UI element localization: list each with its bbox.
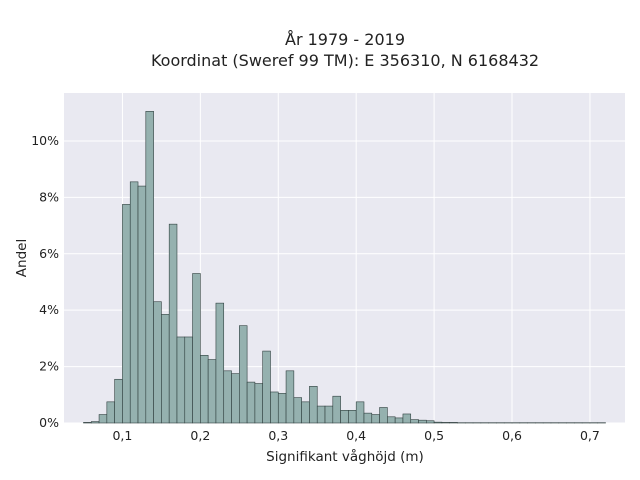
histogram-bar bbox=[324, 405, 334, 424]
histogram-bar bbox=[433, 421, 443, 424]
y-tick-label-1: 2% bbox=[39, 359, 59, 374]
histogram-bar bbox=[387, 416, 396, 424]
histogram-bar bbox=[363, 412, 373, 424]
histogram-bar bbox=[301, 401, 310, 424]
histogram-bar bbox=[176, 336, 186, 424]
y-tick-label-0: 0% bbox=[39, 415, 59, 430]
histogram-bar bbox=[184, 336, 193, 424]
histogram-bar bbox=[129, 181, 139, 424]
histogram-bar bbox=[348, 410, 357, 424]
x-tick-label-2: 0,3 bbox=[268, 428, 288, 443]
x-tick-label-6: 0,7 bbox=[580, 428, 600, 443]
histogram-bar bbox=[254, 383, 263, 424]
y-tick-label-5: 10% bbox=[31, 133, 59, 148]
histogram-bar bbox=[200, 355, 209, 424]
y-tick-label-3: 6% bbox=[39, 246, 59, 261]
histogram-bar bbox=[379, 407, 388, 424]
y-tick-label-4: 8% bbox=[39, 189, 59, 204]
histogram-bar bbox=[270, 391, 279, 424]
histogram-bar bbox=[223, 370, 232, 424]
histogram-bar bbox=[277, 393, 287, 424]
histogram-bar bbox=[106, 401, 115, 424]
histogram-bar bbox=[145, 111, 154, 424]
x-tick-label-3: 0,4 bbox=[346, 428, 366, 443]
histogram-bar bbox=[449, 422, 458, 424]
y-tick-label-2: 4% bbox=[39, 302, 59, 317]
x-axis-ticks: 0,1 0,2 0,3 0,4 0,5 0,6 0,7 bbox=[112, 428, 599, 443]
x-tick-label-5: 0,6 bbox=[502, 428, 522, 443]
histogram-bars bbox=[83, 111, 606, 424]
histogram-bar bbox=[207, 359, 217, 424]
histogram-bar bbox=[402, 413, 412, 424]
histogram-bar bbox=[426, 420, 435, 424]
histogram-bar bbox=[114, 378, 123, 424]
chart-title-line1: År 1979 - 2019 bbox=[285, 30, 405, 49]
histogram-bar bbox=[355, 401, 365, 424]
histogram-bar bbox=[239, 325, 248, 424]
chart-title-line2: Koordinat (Sweref 99 TM): E 356310, N 61… bbox=[151, 51, 539, 70]
x-axis-label: Signifikant våghöjd (m) bbox=[266, 448, 424, 465]
histogram-bar bbox=[418, 419, 427, 424]
x-tick-label-4: 0,5 bbox=[424, 428, 444, 443]
histogram-bar bbox=[122, 204, 131, 424]
histogram-bar bbox=[161, 314, 170, 424]
y-axis-ticks: 0% 2% 4% 6% 8% 10% bbox=[31, 133, 59, 430]
histogram-bar bbox=[231, 373, 240, 424]
y-axis-label: Andel bbox=[14, 239, 30, 277]
histogram-bar bbox=[192, 273, 201, 424]
histogram-bar bbox=[83, 422, 92, 424]
histogram-bar bbox=[293, 397, 302, 424]
histogram-bar bbox=[394, 417, 404, 424]
histogram-bar bbox=[262, 350, 271, 424]
histogram-bar bbox=[371, 414, 380, 424]
histogram-bar bbox=[309, 386, 318, 424]
histogram-bar bbox=[332, 395, 341, 424]
x-tick-label-1: 0,2 bbox=[190, 428, 210, 443]
histogram-bar bbox=[410, 419, 419, 424]
histogram-bar bbox=[246, 381, 256, 424]
histogram-bar bbox=[441, 422, 450, 424]
histogram-bar bbox=[340, 410, 349, 424]
histogram-bar bbox=[215, 302, 225, 424]
histogram-bar bbox=[90, 421, 100, 424]
histogram-bar bbox=[168, 223, 178, 424]
histogram-bar bbox=[98, 414, 108, 424]
histogram-bar bbox=[285, 370, 295, 424]
histogram-bar bbox=[316, 405, 326, 424]
histogram-bar bbox=[137, 185, 147, 424]
histogram-bar bbox=[153, 301, 162, 424]
x-tick-label-0: 0,1 bbox=[112, 428, 132, 443]
